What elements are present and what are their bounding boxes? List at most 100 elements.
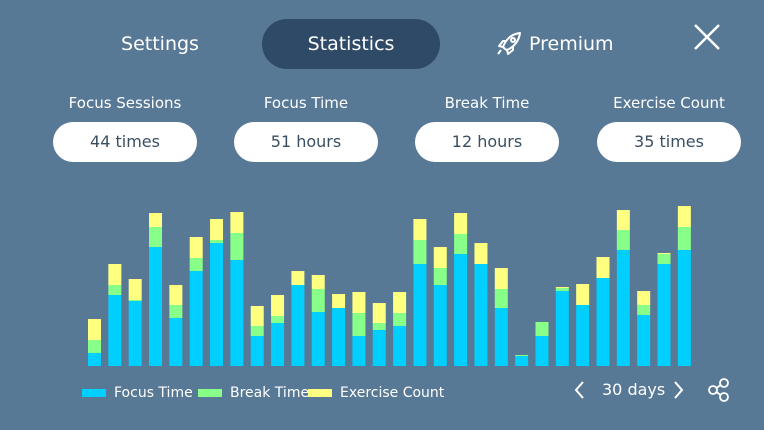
bar-exercise-count-1 <box>88 319 101 340</box>
bar-exercise-count-27 <box>616 210 630 230</box>
bar-break-time-14 <box>352 313 366 336</box>
bar-focus-time-7 <box>210 243 224 366</box>
stat-value: 51 hours <box>234 122 378 162</box>
tab-settings[interactable]: Settings <box>121 33 199 55</box>
tab-premium[interactable]: Premium <box>495 19 625 69</box>
bar-break-time-12 <box>311 289 325 312</box>
bar-break-time-30 <box>677 227 691 250</box>
bar-focus-time-26 <box>596 278 610 366</box>
bar-focus-time-24 <box>555 291 569 366</box>
bar-exercise-count-16 <box>393 292 407 313</box>
bar-focus-time-1 <box>88 353 101 366</box>
stat-label: Focus Sessions <box>68 94 182 112</box>
bar-exercise-count-28 <box>637 291 651 305</box>
bar-focus-time-4 <box>149 247 163 366</box>
bar-break-time-3 <box>128 300 142 301</box>
legend-swatch <box>82 389 106 397</box>
stat-focus-sessions: Focus Sessions 44 times <box>53 93 197 162</box>
bar-focus-time-25 <box>576 305 590 366</box>
bar-break-time-8 <box>230 233 244 260</box>
legend-swatch <box>308 389 332 397</box>
bar-exercise-count-12 <box>311 275 325 289</box>
stat-value: 35 times <box>597 122 741 162</box>
bar-exercise-count-5 <box>169 285 183 305</box>
bar-break-time-2 <box>108 285 122 295</box>
close-icon[interactable] <box>692 22 722 52</box>
bar-focus-time-9 <box>250 336 264 366</box>
bar-break-time-29 <box>657 254 671 264</box>
bar-focus-time-8 <box>230 260 244 366</box>
bar-focus-time-18 <box>433 285 447 366</box>
legend-exercise-count: Exercise Count <box>308 385 444 401</box>
bar-focus-time-27 <box>616 250 630 366</box>
bar-focus-time-30 <box>677 250 691 366</box>
bar-exercise-count-6 <box>189 237 203 258</box>
bar-exercise-count-14 <box>352 292 366 313</box>
bar-focus-time-22 <box>515 356 529 366</box>
bar-break-time-7 <box>210 240 224 243</box>
legend-label: Focus Time <box>114 385 193 401</box>
bar-exercise-count-30 <box>677 206 691 227</box>
stat-value: 44 times <box>53 122 197 162</box>
bar-break-time-21 <box>494 289 508 308</box>
stat-label: Exercise Count <box>613 94 725 112</box>
bar-focus-time-12 <box>311 312 325 366</box>
stat-value: 12 hours <box>415 122 559 162</box>
bar-focus-time-10 <box>271 323 285 366</box>
bar-exercise-count-8 <box>230 212 244 233</box>
stat-focus-time: Focus Time 51 hours <box>234 93 378 162</box>
stat-label: Focus Time <box>263 94 349 112</box>
bar-break-time-27 <box>616 230 630 250</box>
bar-focus-time-15 <box>372 330 386 366</box>
bar-focus-time-23 <box>535 336 549 366</box>
bar-break-time-16 <box>393 313 407 326</box>
bar-exercise-count-19 <box>454 213 468 234</box>
bar-focus-time-17 <box>413 264 427 366</box>
bar-focus-time-5 <box>169 318 183 366</box>
bar-exercise-count-11 <box>291 271 305 285</box>
bar-exercise-count-24 <box>555 287 569 288</box>
legend-swatch <box>198 389 222 397</box>
share-icon[interactable] <box>706 377 732 403</box>
bar-break-time-10 <box>271 316 285 323</box>
period-label: 30 days <box>602 380 666 399</box>
stat-label: Break Time <box>444 94 530 112</box>
bar-focus-time-13 <box>332 308 346 366</box>
chevron-left-icon[interactable] <box>572 380 586 400</box>
tab-premium-label: Premium <box>529 33 614 55</box>
legend-label: Break Time <box>230 385 310 401</box>
bar-exercise-count-25 <box>576 284 590 305</box>
bar-break-time-23 <box>535 322 549 336</box>
bar-exercise-count-10 <box>271 295 285 316</box>
bar-exercise-count-29 <box>657 253 671 254</box>
bar-break-time-19 <box>454 234 468 254</box>
rocket-icon <box>497 32 521 55</box>
tab-statistics[interactable]: Statistics <box>262 19 440 69</box>
bar-exercise-count-3 <box>128 279 142 300</box>
bar-break-time-5 <box>169 305 183 318</box>
bar-exercise-count-21 <box>494 268 508 289</box>
bar-break-time-15 <box>372 323 386 330</box>
legend-break-time: Break Time <box>198 385 309 401</box>
bar-exercise-count-9 <box>250 306 264 326</box>
bar-break-time-24 <box>555 288 569 291</box>
bar-focus-time-19 <box>454 254 468 366</box>
stat-break-time: Break Time 12 hours <box>415 93 559 162</box>
bar-focus-time-14 <box>352 336 366 366</box>
chevron-right-icon[interactable] <box>672 380 686 400</box>
legend-label: Exercise Count <box>340 385 445 401</box>
bar-break-time-28 <box>637 305 651 315</box>
bar-focus-time-21 <box>494 308 508 366</box>
bar-break-time-18 <box>433 268 447 285</box>
bar-exercise-count-13 <box>332 294 346 308</box>
bar-exercise-count-26 <box>596 257 610 278</box>
bar-exercise-count-4 <box>149 213 163 227</box>
bar-focus-time-2 <box>108 295 122 366</box>
bar-focus-time-6 <box>189 271 203 366</box>
bar-break-time-4 <box>149 227 163 247</box>
bar-break-time-22 <box>515 355 529 356</box>
bar-break-time-17 <box>413 240 427 264</box>
bar-exercise-count-7 <box>210 219 224 240</box>
bar-exercise-count-17 <box>413 219 427 240</box>
bar-focus-time-11 <box>291 285 305 366</box>
